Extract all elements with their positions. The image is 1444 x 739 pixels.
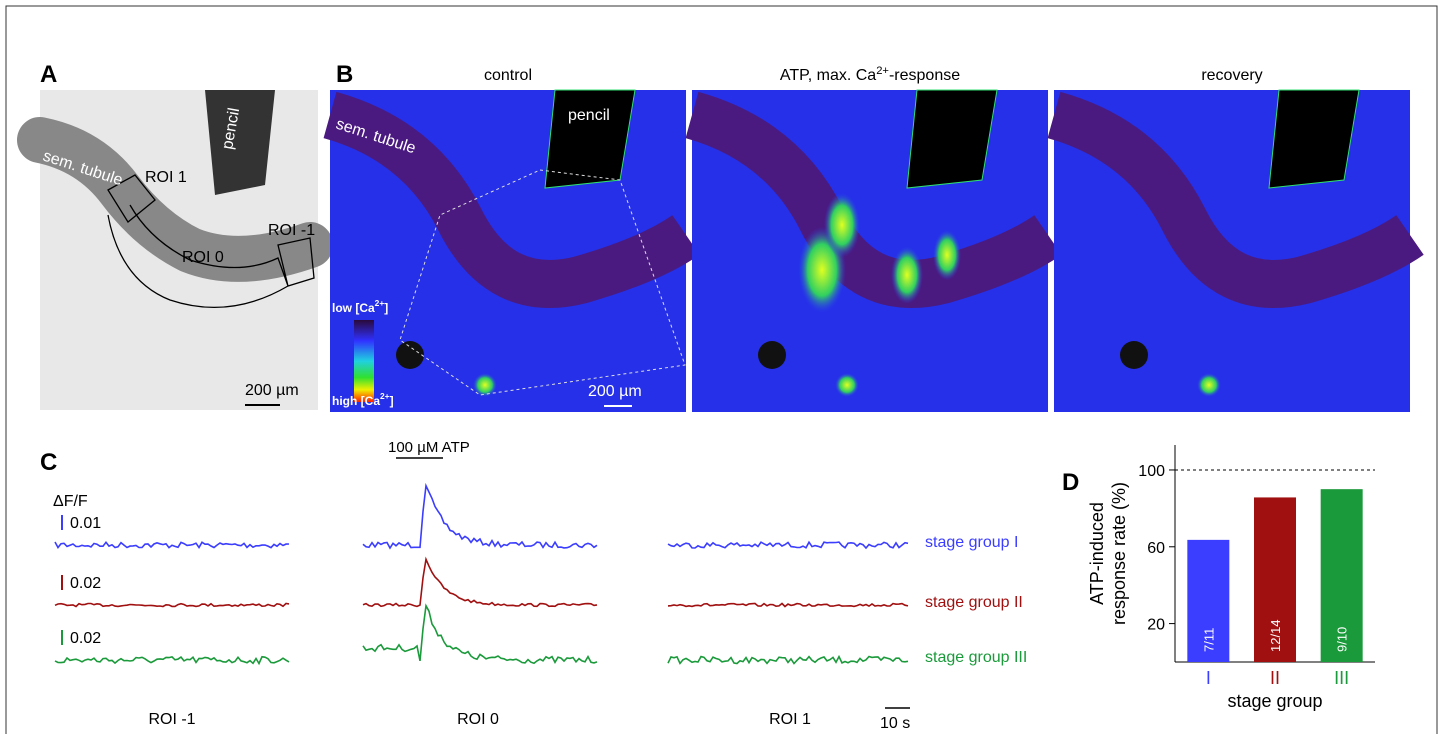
x-tick-label: I bbox=[1206, 668, 1211, 688]
tubule bbox=[1047, 91, 1424, 308]
image-title: control bbox=[484, 67, 532, 84]
cell bbox=[835, 373, 859, 397]
y-axis-label: ATP-induced bbox=[1087, 502, 1107, 605]
text-part: ATP, max. Ca bbox=[780, 67, 876, 84]
y-tick-label: 100 bbox=[1138, 463, 1165, 480]
cell bbox=[758, 341, 786, 369]
trace bbox=[362, 556, 598, 608]
pencil bbox=[906, 89, 998, 189]
bar bbox=[1187, 539, 1230, 662]
y-axis-label: response rate (%) bbox=[1109, 482, 1129, 625]
roi-outline bbox=[399, 169, 686, 396]
y-tick-label: 60 bbox=[1147, 540, 1165, 557]
scale-label: 200 µm bbox=[245, 382, 299, 399]
value-label: 12/14 bbox=[1268, 619, 1283, 652]
x-axis-label: stage group bbox=[1227, 691, 1322, 711]
text-part: high [Ca bbox=[332, 394, 380, 408]
response-spot bbox=[824, 192, 860, 258]
pencil bbox=[1268, 89, 1360, 189]
trace bbox=[54, 655, 290, 666]
roi-label: ROI 1 bbox=[769, 711, 811, 728]
legend-label: stage group II bbox=[925, 594, 1023, 611]
cell bbox=[1197, 373, 1221, 397]
stimulus-label: 100 µM ATP bbox=[388, 439, 470, 456]
panel-letter: A bbox=[40, 61, 57, 88]
label: ROI 0 bbox=[182, 249, 224, 266]
frame bbox=[5, 5, 1438, 739]
x-tick-label: III bbox=[1334, 668, 1349, 688]
legend-label: stage group III bbox=[925, 649, 1027, 666]
tubule bbox=[685, 91, 1062, 308]
panel-letter: B bbox=[336, 61, 353, 88]
trace bbox=[54, 540, 290, 549]
cell bbox=[473, 373, 497, 397]
bar bbox=[1320, 489, 1363, 662]
trace bbox=[362, 482, 598, 550]
trace bbox=[362, 603, 598, 665]
text-part: 2+ bbox=[380, 391, 390, 401]
scale-label: 0.02 bbox=[70, 575, 101, 592]
text-part: -response bbox=[889, 67, 960, 84]
response-spot bbox=[891, 246, 923, 304]
image-title: recovery bbox=[1201, 67, 1262, 84]
value-label: 9/10 bbox=[1335, 627, 1350, 652]
y-tick-label: 20 bbox=[1147, 617, 1165, 634]
label: ROI 1 bbox=[145, 169, 187, 186]
label: ROI -1 bbox=[268, 222, 315, 239]
image-title: ATP, max. Ca2+-response bbox=[780, 65, 960, 84]
scale-label: 0.01 bbox=[70, 515, 101, 532]
pencil bbox=[544, 89, 636, 189]
trace bbox=[667, 654, 909, 665]
trace bbox=[54, 602, 290, 608]
brightfield-image bbox=[17, 90, 333, 410]
text-part: ] bbox=[384, 301, 388, 315]
label: pencil bbox=[568, 107, 610, 124]
text-part: 2+ bbox=[375, 298, 385, 308]
scale-label: 200 µm bbox=[588, 383, 642, 400]
trace bbox=[667, 602, 909, 608]
axis-label: ΔF/F bbox=[53, 493, 88, 510]
tubule bbox=[323, 91, 700, 308]
cell bbox=[1120, 341, 1148, 369]
legend-label: stage group I bbox=[925, 534, 1018, 551]
colorbar-label: high [Ca2+] bbox=[332, 391, 394, 408]
text-part: low [Ca bbox=[332, 301, 375, 315]
colorbar-label: low [Ca2+] bbox=[332, 298, 388, 315]
x-tick-label: II bbox=[1270, 668, 1280, 688]
scale-label: 10 s bbox=[880, 715, 910, 732]
text-part: ] bbox=[390, 394, 394, 408]
roi-label: ROI 0 bbox=[457, 711, 499, 728]
value-label: 7/11 bbox=[1201, 628, 1216, 652]
text-part: 2+ bbox=[876, 65, 889, 77]
scale-label: 0.02 bbox=[70, 630, 101, 647]
panel-letter: D bbox=[1062, 469, 1079, 496]
color-bar bbox=[354, 320, 374, 402]
cell bbox=[396, 341, 424, 369]
panel-letter: C bbox=[40, 449, 57, 476]
bar bbox=[1254, 497, 1296, 662]
trace bbox=[667, 540, 909, 550]
response-spot bbox=[933, 229, 961, 281]
roi-label: ROI -1 bbox=[148, 711, 195, 728]
